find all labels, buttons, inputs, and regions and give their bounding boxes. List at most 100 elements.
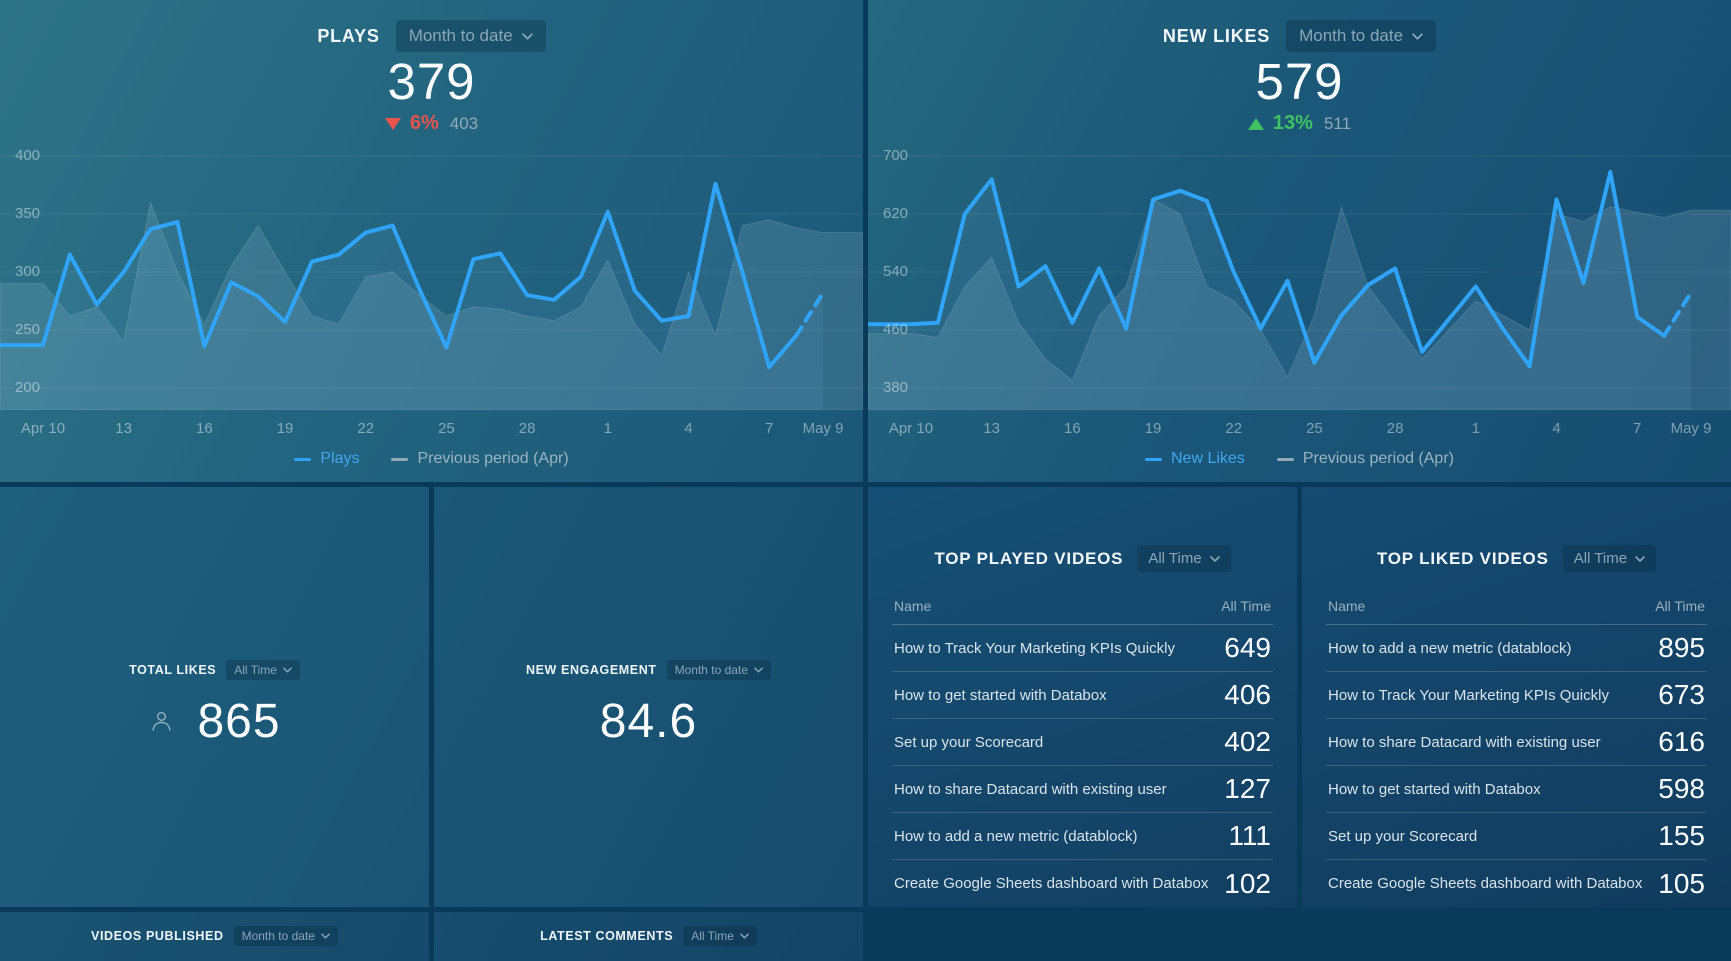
top-played-videos-panel: TOP PLAYED VIDEOS All Time Name All Time… bbox=[868, 487, 1297, 907]
delta-row: 13% 511 bbox=[868, 112, 1731, 135]
date-range-label: Month to date bbox=[674, 662, 748, 677]
delta-arrow-icon bbox=[384, 117, 401, 130]
metric-card-total-likes: TOTAL LIKES All Time 865 bbox=[0, 487, 429, 907]
x-axis-label: 25 bbox=[438, 420, 455, 437]
date-range-label: All Time bbox=[691, 929, 734, 943]
legend-label: New Likes bbox=[1171, 450, 1245, 467]
legend-item-previous[interactable]: Previous period (Apr) bbox=[1276, 450, 1454, 468]
video-name: How to add a new metric (datablock) bbox=[1328, 639, 1572, 657]
legend-item-previous[interactable]: Previous period (Apr) bbox=[391, 450, 569, 468]
x-axis-label: 28 bbox=[518, 420, 536, 437]
legend-label: Previous period (Apr) bbox=[1302, 450, 1454, 467]
x-axis-label: 19 bbox=[276, 420, 294, 437]
y-axis-label: 380 bbox=[883, 379, 909, 396]
table-title: TOP PLAYED VIDEOS bbox=[934, 548, 1124, 568]
chevron-down-icon bbox=[1209, 555, 1220, 562]
legend-item-current[interactable]: New Likes bbox=[1145, 450, 1245, 468]
x-axis-label: May 9 bbox=[1670, 420, 1712, 437]
chart-header: NEW LIKES Month to date bbox=[868, 20, 1731, 52]
y-axis-label: 250 bbox=[15, 321, 41, 338]
table-row: How to add a new metric (datablock) 895 bbox=[1326, 625, 1707, 672]
date-range-dropdown[interactable]: All Time bbox=[683, 926, 757, 946]
date-range-label: Month to date bbox=[1299, 26, 1404, 45]
video-value: 673 bbox=[1658, 679, 1705, 710]
date-range-dropdown[interactable]: Month to date bbox=[1286, 20, 1437, 52]
video-value: 406 bbox=[1224, 679, 1271, 710]
table-row: Create Google Sheets dashboard with Data… bbox=[1326, 860, 1707, 907]
metric-card-latest-comments: LATEST COMMENTS All Time 40.2 bbox=[434, 912, 863, 961]
y-axis-label: 300 bbox=[15, 263, 41, 280]
legend-dash-icon bbox=[391, 457, 409, 461]
date-range-dropdown[interactable]: All Time bbox=[1562, 545, 1657, 572]
x-axis-label: 22 bbox=[357, 420, 375, 437]
table-row: How to get started with Databox 406 bbox=[892, 672, 1273, 719]
chart-title: NEW LIKES bbox=[1162, 25, 1271, 46]
video-value: 127 bbox=[1224, 773, 1271, 804]
x-axis-label: Apr 10 bbox=[888, 420, 934, 437]
metric-value: 84.6 bbox=[599, 694, 698, 748]
x-axis-label: 4 bbox=[1552, 420, 1561, 437]
metric-value: 579 bbox=[1255, 53, 1344, 110]
metric-value: 379 bbox=[387, 53, 476, 110]
chevron-down-icon bbox=[321, 933, 330, 939]
metric-card-videos-published: VIDEOS PUBLISHED Month to date 54.3 bbox=[0, 912, 429, 961]
x-axis-label: 25 bbox=[1306, 420, 1323, 437]
legend-item-current[interactable]: Plays bbox=[294, 450, 359, 468]
plays-chart-panel: PLAYS Month to date 379 6% 403 400 350 300… bbox=[0, 0, 863, 482]
table-row: Set up your Scorecard 402 bbox=[892, 719, 1273, 766]
y-axis-label: 460 bbox=[883, 321, 909, 338]
y-axis-label: 700 bbox=[883, 147, 909, 164]
legend-label: Plays bbox=[320, 450, 360, 467]
date-range-dropdown[interactable]: All Time bbox=[1137, 545, 1231, 572]
y-axis-label: 200 bbox=[15, 379, 41, 396]
video-value: 102 bbox=[1224, 867, 1271, 899]
x-axis-label: 7 bbox=[1633, 420, 1642, 437]
video-value: 155 bbox=[1658, 820, 1705, 851]
x-axis-label: 19 bbox=[1144, 420, 1162, 437]
chevron-down-icon bbox=[740, 933, 749, 939]
video-value: 598 bbox=[1658, 773, 1705, 804]
metric-value: 865 bbox=[197, 694, 281, 748]
date-range-dropdown[interactable]: All Time bbox=[226, 659, 300, 680]
metrics-and-tables-row: TOTAL LIKES All Time 865 NEW ENGAGEMENT … bbox=[0, 487, 1731, 961]
x-axis-label: May 9 bbox=[802, 420, 844, 437]
new-likes-chart-panel: NEW LIKES Month to date 579 13% 511 700 6… bbox=[868, 0, 1731, 482]
date-range-label: Month to date bbox=[408, 26, 513, 45]
new-likes-chart-canvas[interactable]: 700 620 540 460 380 bbox=[868, 140, 1731, 410]
x-axis-label: 1 bbox=[603, 420, 612, 437]
video-value: 402 bbox=[1224, 726, 1271, 757]
table-row: Create Google Sheets dashboard with Data… bbox=[892, 860, 1273, 907]
delta-percent: 6% bbox=[409, 112, 439, 134]
date-range-dropdown[interactable]: Month to date bbox=[395, 20, 546, 52]
chart-legend: New Likes Previous period (Apr) bbox=[868, 450, 1731, 468]
delta-row: 6% 403 bbox=[0, 112, 863, 135]
date-range-dropdown[interactable]: Month to date bbox=[233, 926, 338, 946]
chevron-down-icon bbox=[283, 666, 292, 673]
date-range-label: All Time bbox=[1148, 550, 1202, 567]
chart-title: PLAYS bbox=[317, 25, 380, 46]
date-range-label: All Time bbox=[234, 662, 277, 677]
x-axis-label: 28 bbox=[1386, 420, 1404, 437]
plays-chart-canvas[interactable]: 400 350 300 250 200 bbox=[0, 140, 863, 410]
video-name: Set up your Scorecard bbox=[894, 733, 1044, 751]
metric-label: VIDEOS PUBLISHED bbox=[91, 929, 224, 943]
video-name: Create Google Sheets dashboard with Data… bbox=[894, 875, 1209, 892]
column-header-value: All Time bbox=[1221, 598, 1271, 614]
chevron-down-icon bbox=[521, 32, 533, 40]
video-name: How to add a new metric (datablock) bbox=[894, 827, 1138, 845]
x-axis: Apr 10 13 16 19 22 25 28 1 4 7 May 9 bbox=[868, 420, 1731, 440]
metric-label: TOTAL LIKES bbox=[129, 662, 217, 677]
video-name: How to share Datacard with existing user bbox=[1328, 733, 1601, 751]
date-range-label: All Time bbox=[1573, 550, 1628, 567]
x-axis-label: 13 bbox=[983, 420, 1000, 437]
column-header-name: Name bbox=[894, 598, 932, 614]
table-row: How to get started with Databox 598 bbox=[1326, 766, 1707, 813]
video-value: 616 bbox=[1658, 726, 1705, 757]
video-name: How to share Datacard with existing user bbox=[894, 780, 1167, 798]
metric-card-new-engagement: NEW ENGAGEMENT Month to date 84.6 bbox=[434, 487, 863, 907]
table-row: How to Track Your Marketing KPIs Quickly… bbox=[1326, 672, 1707, 719]
y-axis-label: 350 bbox=[15, 205, 41, 222]
date-range-dropdown[interactable]: Month to date bbox=[666, 659, 771, 680]
video-value: 895 bbox=[1658, 632, 1705, 663]
